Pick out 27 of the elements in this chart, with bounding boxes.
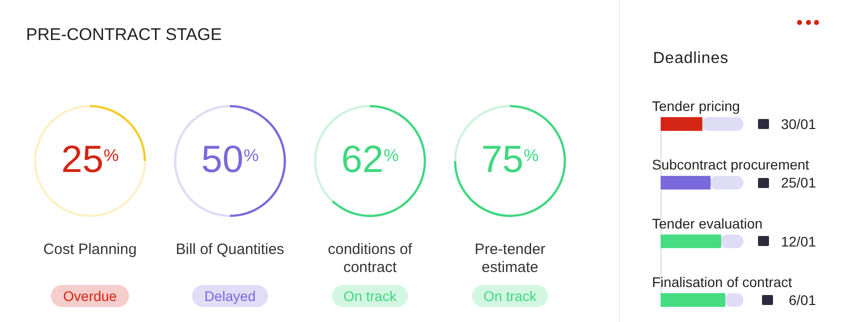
text: 25/01 <box>780 174 816 191</box>
data-label: 25$^{%}$ <box>60 138 120 182</box>
text: Delayed <box>192 285 268 307</box>
data-label: 50$^{%}$ <box>200 138 260 182</box>
text: On track <box>472 285 548 307</box>
text: Pre-tender estimate <box>474 241 546 277</box>
text: conditions of contract <box>326 241 414 277</box>
y-tick-label: Tender evaluation <box>652 215 763 232</box>
text: 12/01 <box>780 233 816 250</box>
y-tick-label: Finalisation of contract <box>652 274 792 290</box>
text: 6/01 <box>788 292 816 308</box>
text: PRE-CONTRACT STAGE <box>26 25 222 45</box>
bar <box>660 293 726 307</box>
text: Cost Planning <box>42 241 138 259</box>
text: Bill of Quantities <box>174 241 286 259</box>
bar <box>660 117 702 131</box>
bar <box>702 117 744 131</box>
bar <box>660 176 711 190</box>
y-tick-label: Tender pricing <box>652 98 740 114</box>
text: 30/01 <box>780 116 816 132</box>
text: On track <box>332 285 408 307</box>
text: Overdue <box>51 285 129 307</box>
bar <box>660 234 722 248</box>
data-label: 62$^{%}$ <box>340 138 400 182</box>
y-tick-label: Subcontract procurement <box>652 156 810 173</box>
data-label: 75$^{%}$ <box>480 138 540 182</box>
chart-title: Deadlines <box>653 50 729 68</box>
